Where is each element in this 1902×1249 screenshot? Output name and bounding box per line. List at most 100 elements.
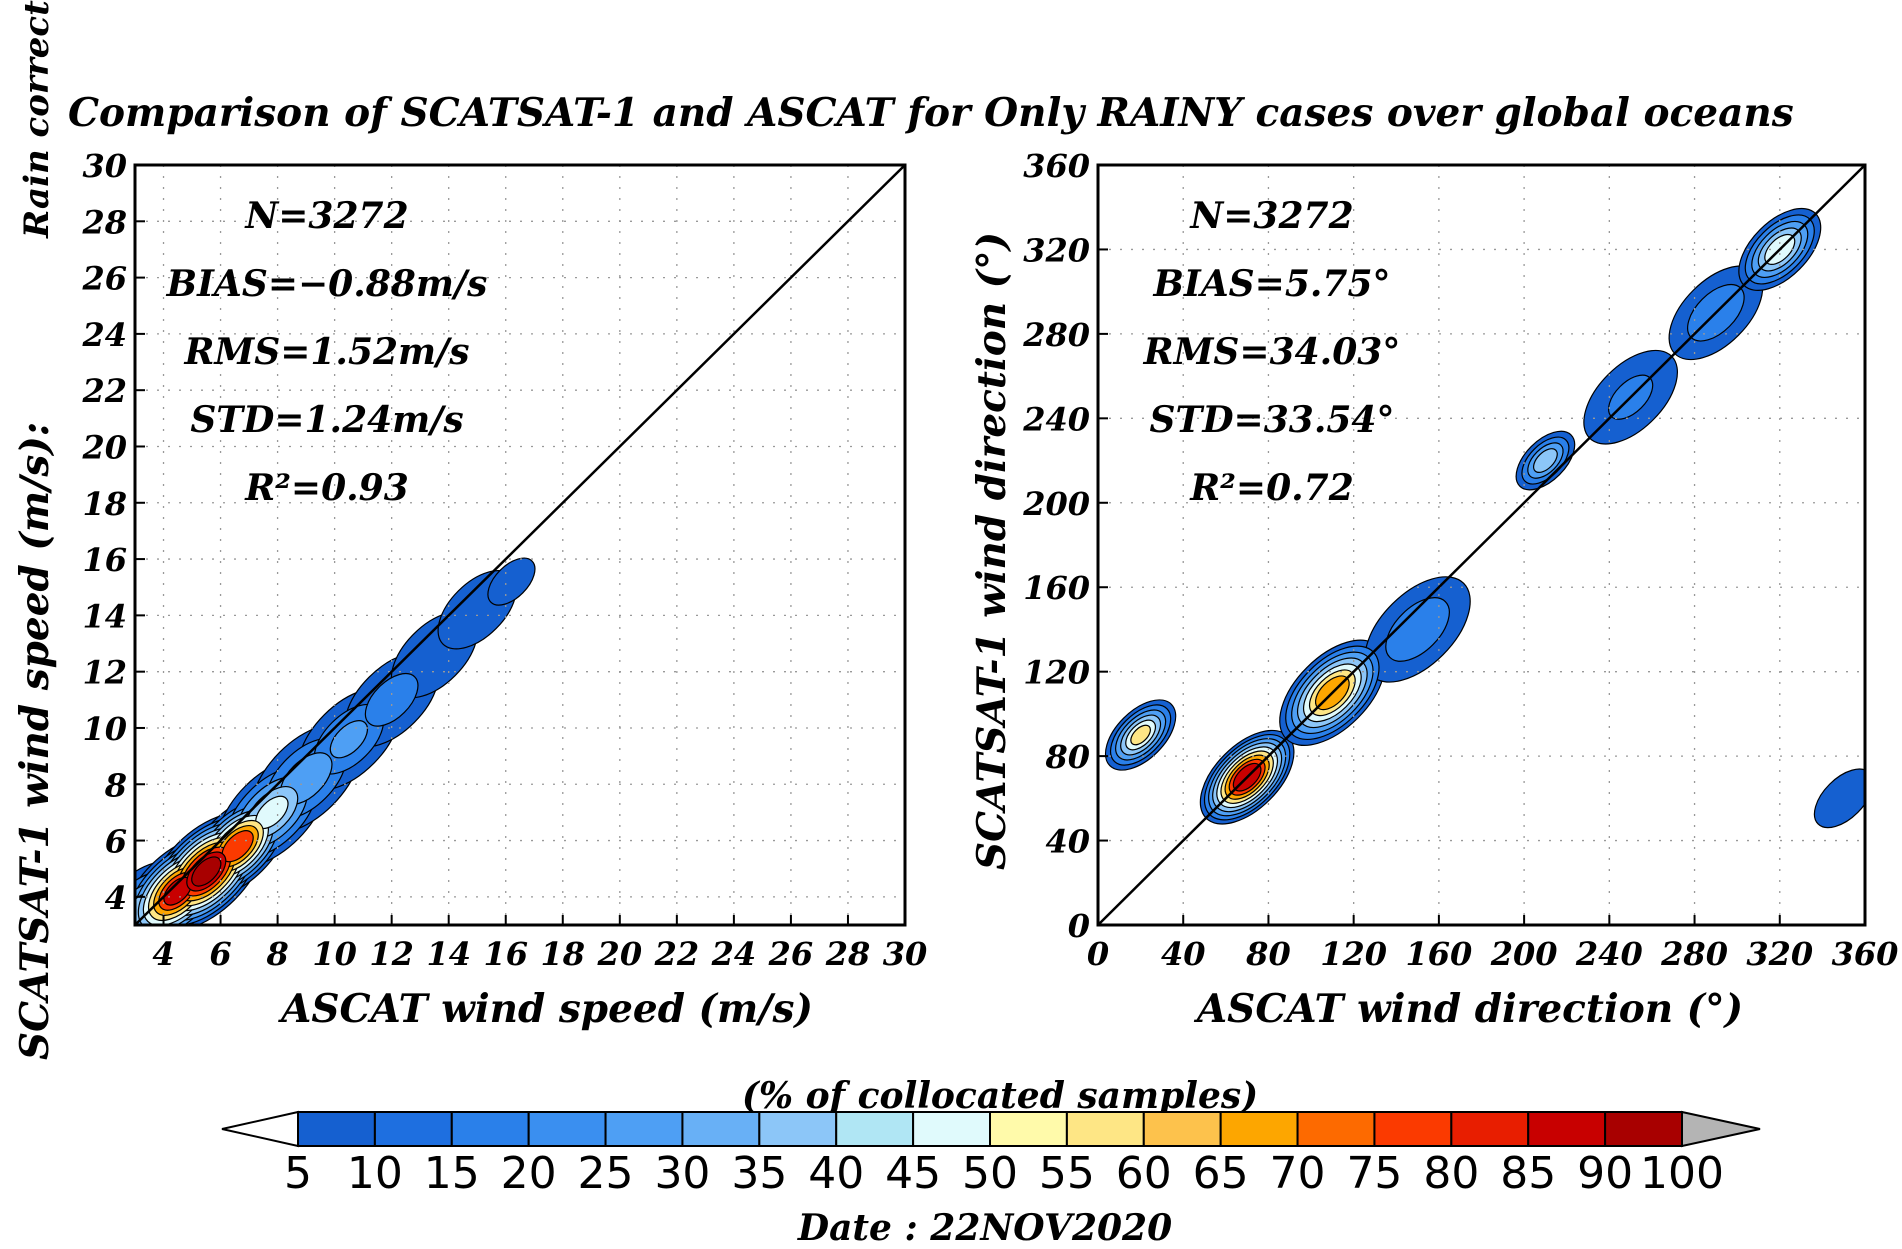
colorbar-label: 65 xyxy=(1193,1148,1249,1199)
speed-y-tick-label: 16 xyxy=(82,541,127,579)
colorbar-label: 5 xyxy=(284,1148,312,1199)
colorbar-label: 100 xyxy=(1640,1148,1724,1199)
speed-x-tick-label: 6 xyxy=(209,935,231,973)
direction-stats: N=3272 BIAS=5.75° RMS=34.03° STD=33.54° R²=0… xyxy=(1143,195,1401,509)
speed-x-tick-label: 24 xyxy=(711,935,757,973)
date-label: Date : 22NOV2020 xyxy=(797,1207,1172,1249)
speed-y-ticks: 4 6 8 10 12 14 16 18 20 22 24 26 28 30 xyxy=(81,147,145,917)
colorbar-label: 75 xyxy=(1346,1148,1402,1199)
direction-y-label: SCATSAT-1 wind direction (°) xyxy=(969,232,1015,870)
direction-y-tick-label: 40 xyxy=(1045,823,1090,861)
colorbar-label: 25 xyxy=(578,1148,634,1199)
direction-y-tick-label: 240 xyxy=(1022,400,1090,438)
speed-x-ticks: 4 6 8 10 12 14 16 18 20 22 24 26 28 30 xyxy=(152,915,927,973)
colorbar-label: 40 xyxy=(808,1148,864,1199)
direction-x-tick-label: 200 xyxy=(1490,935,1558,973)
colorbar-box xyxy=(835,1111,915,1147)
speed-stat-line: STD=1.24m/s xyxy=(190,399,463,441)
colorbar-title: (% of collocated samples) xyxy=(742,1075,1258,1117)
speed-y-tick-label: 8 xyxy=(104,766,127,804)
colorbar-label: 15 xyxy=(424,1148,480,1199)
direction-density-blob xyxy=(1813,768,1865,829)
speed-x-tick-label: 8 xyxy=(265,935,288,973)
direction-x-tick-label: 80 xyxy=(1245,935,1291,973)
colorbar-box xyxy=(1604,1111,1683,1147)
direction-x-tick-label: 280 xyxy=(1660,935,1728,973)
direction-y-tick-label: 280 xyxy=(1022,316,1090,354)
speed-frame xyxy=(133,163,907,927)
speed-density-blob xyxy=(329,720,369,759)
colorbar-box xyxy=(1219,1111,1299,1147)
speed-stats: N=3272 BIAS=−0.88m/s RMS=1.52m/s STD=1.24m/… xyxy=(166,195,488,509)
speed-stat-line: BIAS=−0.88m/s xyxy=(166,263,488,305)
colorbar-box xyxy=(450,1111,530,1147)
speed-x-tick-label: 14 xyxy=(426,935,471,973)
colorbar-label: 90 xyxy=(1577,1148,1633,1199)
direction-x-tick-label: 120 xyxy=(1320,935,1387,973)
direction-density-blob xyxy=(1385,597,1450,662)
speed-y-tick-label: 10 xyxy=(82,710,127,748)
direction-stat-line: STD=33.54° xyxy=(1150,399,1395,441)
colorbar-box xyxy=(373,1111,453,1147)
colorbar-labels: 5 10 15 20 25 30 35 40 45 50 55 60 65 70 75 80 85 90 100 xyxy=(284,1148,1724,1199)
direction-x-tick-label: 360 xyxy=(1832,935,1899,973)
direction-y-tick-label: 320 xyxy=(1023,231,1090,269)
speed-stat-line: RMS=1.52m/s xyxy=(183,331,469,373)
direction-panel: 0 40 80 120 160 200 240 280 320 360 0 40 80 120 160 20… xyxy=(969,147,1898,1032)
colorbar-label: 80 xyxy=(1423,1148,1479,1199)
speed-y-tick-label: 12 xyxy=(82,654,127,692)
colorbar-label: 85 xyxy=(1500,1148,1556,1199)
colorbar-box xyxy=(1450,1111,1530,1147)
colorbar-box xyxy=(527,1111,607,1147)
speed-density xyxy=(135,557,536,925)
speed-x-tick-label: 28 xyxy=(825,935,871,973)
direction-x-tick-label: 40 xyxy=(1161,935,1206,973)
colorbar-label: 35 xyxy=(731,1148,787,1199)
speed-x-tick-label: 12 xyxy=(369,935,414,973)
colorbar-label: 45 xyxy=(885,1148,941,1199)
speed-x-tick-label: 26 xyxy=(768,935,814,973)
colorbar-box xyxy=(604,1111,684,1147)
speed-y-tick-label: 28 xyxy=(81,203,127,241)
direction-frame xyxy=(1096,163,1867,927)
speed-x-tick-label: 22 xyxy=(654,935,700,973)
colorbar-box xyxy=(1065,1111,1145,1147)
direction-y-tick-label: 200 xyxy=(1022,485,1090,523)
direction-x-label: ASCAT wind direction (°) xyxy=(1193,986,1743,1032)
direction-stat-line: BIAS=5.75° xyxy=(1152,263,1390,305)
colorbar-label: 20 xyxy=(501,1148,557,1199)
speed-grid xyxy=(135,165,905,925)
colorbar-under-arrow xyxy=(221,1110,299,1148)
colorbar-box xyxy=(758,1111,838,1147)
speed-y-tick-label: 30 xyxy=(82,147,127,185)
speed-x-label: ASCAT wind speed (m/s) xyxy=(277,986,813,1032)
colorbar: (% of collocated samples) 5 10 15 20 25 30 35 4… xyxy=(221,1075,1761,1199)
direction-density-blob xyxy=(1130,724,1151,746)
figure-title: Comparison of SCATSAT-1 and ASCAT for On… xyxy=(68,90,1794,136)
direction-stat-line: N=3272 xyxy=(1189,195,1353,237)
speed-x-tick-label: 4 xyxy=(152,935,174,973)
direction-y-tick-label: 80 xyxy=(1044,738,1090,776)
speed-x-tick-label: 10 xyxy=(312,935,357,973)
direction-y-tick-label: 360 xyxy=(1023,147,1090,185)
direction-y-tick-label: 160 xyxy=(1023,569,1090,607)
colorbar-box xyxy=(681,1111,761,1147)
direction-x-tick-label: 160 xyxy=(1405,935,1472,973)
speed-y-tick-label: 18 xyxy=(82,485,127,523)
colorbar-label: 60 xyxy=(1116,1148,1172,1199)
direction-stat-line: R²=0.72 xyxy=(1189,467,1354,509)
colorbar-box xyxy=(297,1111,376,1147)
speed-x-tick-label: 18 xyxy=(541,935,586,973)
speed-panel: 4 6 8 10 12 14 16 18 20 22 24 26 28 30 46810121416182… xyxy=(12,147,927,1060)
colorbar-box xyxy=(1296,1111,1376,1147)
speed-x-tick-label: 16 xyxy=(483,935,528,973)
direction-y-tick-label: 0 xyxy=(1068,907,1090,945)
speed-x-tick-label: 30 xyxy=(883,935,928,973)
direction-y-tick-label: 120 xyxy=(1023,654,1090,692)
colorbar-box xyxy=(1527,1111,1607,1147)
direction-one-to-one-line xyxy=(1097,164,1866,926)
colorbar-label: 50 xyxy=(962,1148,1018,1199)
direction-grid xyxy=(1098,165,1865,925)
speed-y-tick-label: 4 xyxy=(105,879,127,917)
colorbar-box xyxy=(912,1111,991,1147)
